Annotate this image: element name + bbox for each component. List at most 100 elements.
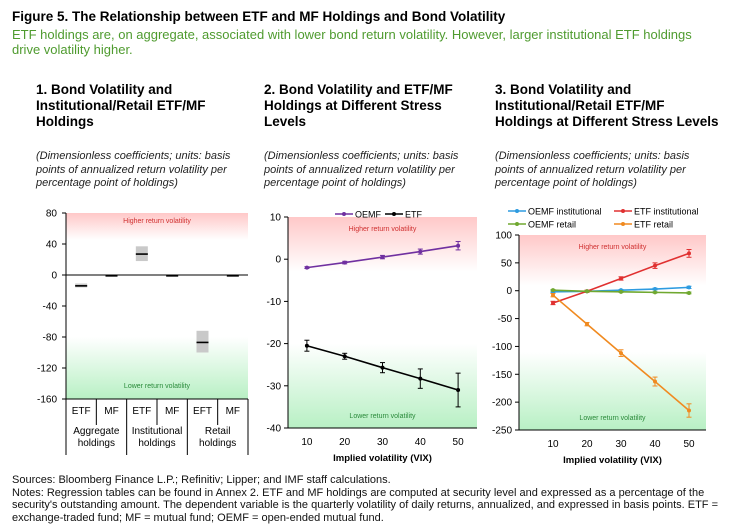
p3-data-point (687, 408, 691, 413)
p3-y-tick-label: -150 (492, 370, 512, 381)
p2-x-tick-label: 40 (415, 437, 427, 448)
p1-higher-label: Higher return volatility (123, 218, 191, 225)
p1-bar-label: EFT (193, 406, 212, 417)
p1-y-tick-label: -80 (43, 333, 58, 344)
p2-data-point (456, 243, 461, 248)
p3-data-point (551, 288, 555, 293)
p2-higher-label: Higher return volatility (349, 226, 417, 233)
p1-y-tick-label: -160 (37, 395, 57, 406)
p3-data-point (619, 276, 623, 281)
p3-legend-marker (621, 222, 625, 226)
p1-group-label: holdings (78, 438, 115, 449)
p3-x-tick-label: 20 (581, 439, 593, 450)
figure-title: Figure 5. The Relationship between ETF a… (12, 9, 506, 24)
p3-x-tick-label: 50 (683, 439, 695, 450)
p3-legend-marker (515, 222, 519, 226)
p1-y-tick-label: 40 (46, 240, 58, 251)
p3-lower-label: Lower return volatility (579, 415, 646, 422)
p2-data-point (342, 354, 347, 359)
p1-lower-label: Lower return volatility (124, 383, 191, 390)
p3-legend-label: ETF retail (634, 220, 673, 230)
p3-data-point (551, 300, 555, 305)
panel1-note: (Dimensionless coefficients; units: basi… (36, 150, 231, 189)
p2-data-point (304, 343, 309, 348)
p2-lower-label: Lower return volatility (349, 413, 416, 420)
p2-x-axis-title: Implied volatility (VIX) (333, 453, 432, 464)
p1-lower-zone (66, 337, 248, 399)
p3-x-tick-label: 40 (649, 439, 661, 450)
p3-data-point (653, 287, 657, 292)
p2-data-point (304, 265, 309, 270)
p2-data-point (418, 249, 423, 254)
p2-y-tick-label: -20 (267, 339, 282, 350)
p3-data-point (687, 251, 691, 256)
p3-data-point (687, 290, 691, 295)
p3-y-tick-label: 50 (501, 258, 513, 269)
p3-data-point (619, 351, 623, 356)
p2-data-point (418, 376, 423, 381)
notes-text: Notes: Regression tables can be found in… (12, 486, 718, 524)
footer-notes: Sources: Bloomberg Finance L.P.; Refinit… (12, 474, 727, 524)
p3-data-point (619, 289, 623, 294)
p1-y-tick-label: 0 (51, 271, 57, 282)
p3-data-point (653, 290, 657, 295)
p2-legend-marker (392, 212, 396, 216)
p3-y-tick-label: -200 (492, 398, 512, 409)
p1-y-tick-label: -120 (37, 364, 57, 375)
charts-canvas: Higher return volatility Lower return vol… (37, 207, 706, 466)
p2-data-point (380, 255, 385, 260)
p2-legend-marker (342, 212, 346, 216)
p1-bar-label: MF (226, 406, 240, 417)
p2-x-tick-label: 10 (301, 437, 313, 448)
p1-y-tick-label: -40 (43, 302, 58, 313)
p2-x-tick-label: 30 (377, 437, 389, 448)
p1-group-label: Retail (205, 426, 231, 437)
panel1-heading: 1. Bond Volatility and Institutional/Ret… (36, 82, 206, 129)
p1-group-label: holdings (199, 438, 236, 449)
p1-group-label: Aggregate (73, 426, 120, 437)
p2-data-point (380, 365, 385, 370)
p2-higher-zone (288, 217, 477, 272)
p3-legend-marker (621, 209, 625, 213)
p3-data-point (585, 289, 589, 294)
p3-legend-marker (515, 209, 519, 213)
p2-y-tick-label: 10 (270, 213, 282, 224)
p2-y-tick-label: -10 (267, 297, 282, 308)
p3-lower-zone (519, 352, 706, 430)
p3-y-tick-label: 0 (506, 286, 512, 297)
p3-legend-label: ETF institutional (634, 207, 699, 217)
p1-bar-label: ETF (72, 406, 91, 417)
panel2-note: (Dimensionless coefficients; units: basi… (264, 150, 459, 189)
panel3-heading: 3. Bond Volatility and Institutional/Ret… (495, 82, 719, 129)
p1-group-label: Institutional (132, 426, 183, 437)
figure-subtitle: ETF holdings are, on aggregate, associat… (12, 27, 692, 57)
p3-y-tick-label: -250 (492, 426, 512, 437)
p3-y-tick-label: -50 (498, 314, 513, 325)
p3-higher-zone (519, 235, 706, 286)
p1-group-label: holdings (138, 438, 175, 449)
p1-y-tick-label: 80 (46, 209, 58, 220)
p2-legend-label: OEMF (355, 210, 382, 220)
p3-legend-label: OEMF institutional (528, 207, 602, 217)
p3-x-axis-title: Implied volatility (VIX) (563, 455, 662, 466)
p1-bar-label: ETF (132, 406, 151, 417)
p3-x-tick-label: 10 (547, 439, 559, 450)
p2-legend-label: ETF (405, 210, 423, 220)
panel3-note: (Dimensionless coefficients; units: basi… (495, 150, 690, 189)
p3-legend-label: OEMF retail (528, 220, 576, 230)
sources-text: Sources: Bloomberg Finance L.P.; Refinit… (12, 474, 391, 486)
p1-bar-label: MF (165, 406, 179, 417)
p3-data-point (585, 322, 589, 327)
p2-y-tick-label: 0 (275, 255, 281, 266)
p2-y-tick-label: -30 (267, 381, 282, 392)
p1-bar-label: MF (104, 406, 118, 417)
p3-data-point (653, 379, 657, 384)
p2-x-tick-label: 50 (453, 437, 465, 448)
p2-x-tick-label: 20 (339, 437, 351, 448)
p3-data-point (653, 263, 657, 268)
p3-y-tick-label: -100 (492, 342, 512, 353)
p3-y-tick-label: 100 (495, 231, 512, 242)
p3-higher-label: Higher return volatility (579, 244, 647, 251)
p2-data-point (342, 260, 347, 265)
p2-y-tick-label: -40 (267, 424, 282, 435)
